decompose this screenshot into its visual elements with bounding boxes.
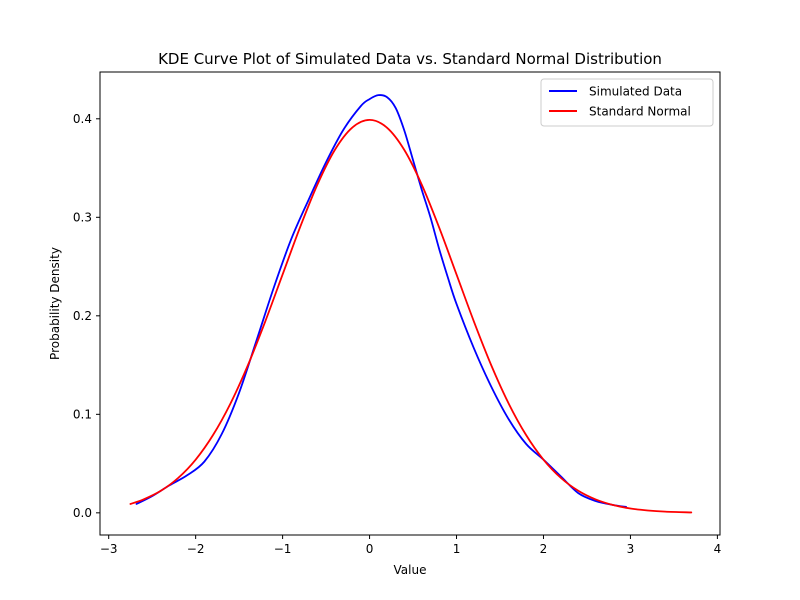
x-tick-label: −2 — [187, 542, 205, 556]
plot-area — [99, 71, 721, 536]
legend-label-standard-normal: Standard Normal — [589, 105, 691, 119]
series-line-standard-normal — [129, 118, 693, 514]
x-tick-label: −3 — [100, 542, 118, 556]
legend-box — [540, 78, 714, 127]
chart-title: KDE Curve Plot of Simulated Data vs. Sta… — [158, 50, 662, 68]
y-tick-label: 0.2 — [73, 309, 92, 323]
y-tick-label: 0.0 — [73, 506, 92, 520]
x-tick-label: 3 — [627, 542, 635, 556]
x-tick-label: −1 — [274, 542, 292, 556]
axes-frame — [99, 71, 721, 536]
x-axis-ticks: −3 −2 −1 0 1 2 3 4 — [100, 535, 721, 556]
y-axis-ticks: 0.0 0.1 0.2 0.3 0.4 — [73, 112, 100, 520]
y-tick-label: 0.4 — [73, 112, 92, 126]
x-tick-label: 0 — [366, 542, 374, 556]
legend: Simulated Data Standard Normal — [540, 78, 714, 127]
series-line-simulated-data — [135, 94, 627, 508]
x-axis-label: Value — [394, 563, 427, 577]
legend-label-simulated-data: Simulated Data — [589, 85, 682, 99]
x-tick-label: 2 — [540, 542, 548, 556]
y-tick-label: 0.3 — [73, 210, 92, 224]
y-tick-label: 0.1 — [73, 407, 92, 421]
x-tick-label: 4 — [714, 542, 722, 556]
series-lines — [129, 94, 693, 514]
y-axis-label: Probability Density — [48, 247, 62, 360]
x-tick-label: 1 — [453, 542, 461, 556]
